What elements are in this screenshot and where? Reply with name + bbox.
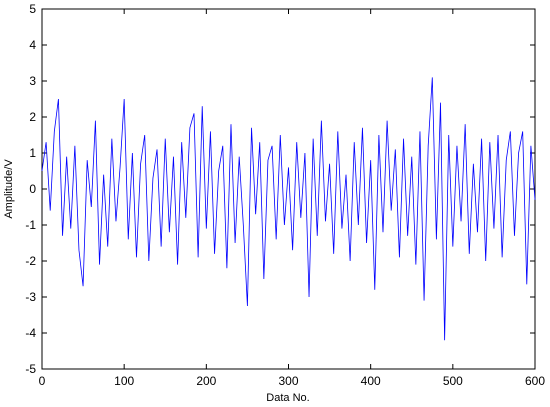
y-tick-label: 2 — [29, 110, 36, 124]
y-axis-label: Amplitude/V — [3, 159, 15, 219]
data-line — [41, 77, 536, 341]
x-tick-label: 100 — [114, 374, 134, 388]
y-tick-label: 5 — [29, 2, 36, 16]
x-tick-label: 400 — [361, 374, 381, 388]
x-tick-label: 0 — [39, 374, 46, 388]
plot-area — [41, 8, 536, 370]
y-tick-label: -1 — [25, 218, 36, 232]
x-tick-label: 200 — [196, 374, 216, 388]
y-tick-label: 0 — [29, 182, 36, 196]
y-tick-label: 4 — [29, 38, 36, 52]
x-tick-label: 500 — [443, 374, 463, 388]
y-tick-label: 3 — [29, 74, 36, 88]
x-axis-label: Data No. — [266, 392, 309, 404]
x-tick-label: 300 — [278, 374, 298, 388]
y-tick-label: -5 — [25, 362, 36, 376]
y-tick-label: -2 — [25, 254, 36, 268]
x-tick-label: 600 — [525, 374, 545, 388]
y-tick-label: -3 — [25, 290, 36, 304]
y-tick-label: 1 — [29, 146, 36, 160]
y-tick-label: -4 — [25, 326, 36, 340]
